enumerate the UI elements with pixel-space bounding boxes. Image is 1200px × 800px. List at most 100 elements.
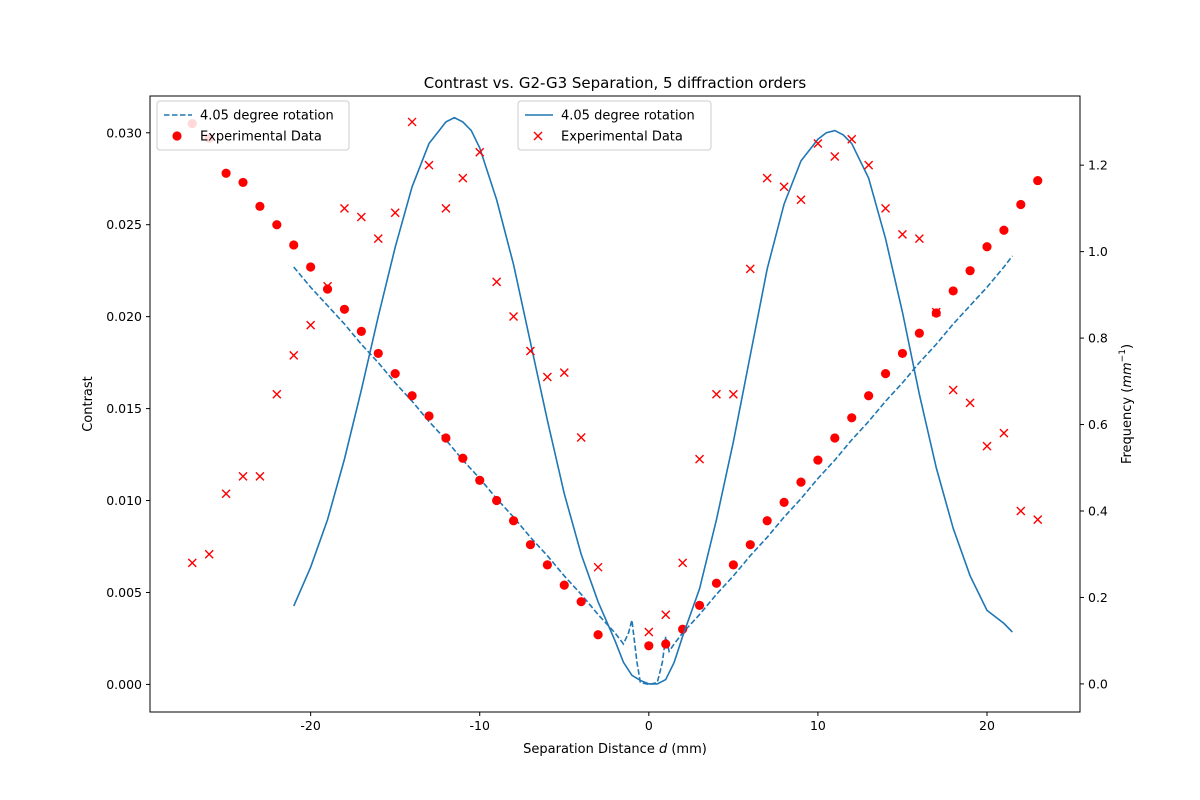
legend-entry-label: Experimental Data <box>561 130 683 145</box>
x-tick-label: -20 <box>300 718 320 733</box>
contrast-data-point <box>322 284 333 294</box>
y-left-tick-label: 0.010 <box>106 493 142 508</box>
contrast-data-point <box>576 597 586 607</box>
contrast-data-point <box>407 391 417 401</box>
contrast-data-point <box>390 369 400 379</box>
frequency-data-point <box>965 398 975 408</box>
plot-frame <box>149 95 1081 713</box>
frequency-data-point <box>661 610 671 620</box>
frequency-data-point <box>323 281 333 291</box>
contrast-data-point <box>221 168 231 178</box>
contrast-data-point <box>458 453 468 463</box>
contrast-data-point <box>644 641 654 651</box>
contrast-data-point <box>999 225 1009 235</box>
frequency-data-point <box>695 454 705 464</box>
frequency-data-point <box>678 558 688 568</box>
contrast-data-point <box>779 497 789 507</box>
contrast-data-point <box>847 413 857 423</box>
frequency-data-point <box>441 203 451 213</box>
legend-circle-marker <box>172 131 182 141</box>
contrast-data-point <box>559 580 569 590</box>
contrast-data-point <box>373 348 383 359</box>
frequency-data-point <box>931 307 941 317</box>
frequency-data-point <box>542 372 552 382</box>
chart-title: Contrast vs. G2-G3 Separation, 5 diffrac… <box>424 74 807 92</box>
contrast-data-point <box>948 286 958 296</box>
frequency-data-point <box>475 147 485 157</box>
x-tick-label: 0 <box>645 718 653 733</box>
frequency-data-point <box>864 160 874 170</box>
frequency-data-point <box>356 212 366 222</box>
legend-center: 4.05 degree rotation Experimental Data <box>517 100 712 151</box>
frequency-data-point <box>238 471 248 481</box>
y-right-tick-label: 1.2 <box>1088 158 1108 173</box>
frequency-data-point <box>187 558 197 568</box>
frequency-data-point <box>762 173 772 183</box>
frequency-data-point <box>255 471 265 481</box>
x-tick-label: -10 <box>470 718 490 733</box>
frequency-data-point <box>644 627 654 637</box>
contrast-data-point <box>525 540 536 550</box>
y-left-tick-label: 0.015 <box>106 401 142 416</box>
contrast-data-point <box>441 433 451 443</box>
x-axis: -20 -10 0 10 20 <box>300 712 995 733</box>
frequency-data-point <box>948 385 958 395</box>
y-left-tick-label: 0.000 <box>106 677 142 692</box>
y-axis-left-label: Contrast <box>81 376 96 432</box>
frequency-data-point <box>390 208 400 218</box>
frequency-data-point <box>881 203 891 213</box>
legend-entry-label: 4.05 degree rotation <box>200 109 334 124</box>
contrast-data-point <box>762 516 772 526</box>
frequency-data-point <box>779 182 789 192</box>
contrast-data-point <box>864 391 874 401</box>
plot-clip-group <box>187 116 1043 686</box>
contrast-data-point <box>542 560 552 570</box>
frequency-data-point <box>509 311 519 321</box>
y-right-tick-label: 0.2 <box>1088 590 1108 605</box>
frequency-data-point <box>914 234 924 244</box>
frequency-data-point <box>559 368 569 378</box>
contrast-data-point <box>830 433 840 443</box>
legend-box <box>517 100 712 151</box>
x-tick-label: 20 <box>979 718 995 733</box>
frequency-data-point <box>576 433 586 442</box>
y-left-tick-label: 0.020 <box>106 309 142 324</box>
frequency-data-point <box>813 139 823 149</box>
contrast-data-point <box>356 326 366 336</box>
contrast-data-point <box>965 266 975 276</box>
frequency-data-point <box>847 134 857 144</box>
frequency-data-point <box>204 549 214 559</box>
y-right-tick-label: 1.0 <box>1088 244 1108 259</box>
frequency-data-point <box>289 350 299 360</box>
y-axis-right-label: Frequency (mm−1) <box>1118 344 1135 464</box>
frequency-data-point <box>373 234 383 244</box>
legend-box <box>156 100 350 151</box>
frequency-data-point <box>796 195 806 205</box>
x-axis-label: Separation Distance d (mm) <box>523 742 707 757</box>
frequency-data-point <box>272 389 282 399</box>
y-left-tick-label: 0.005 <box>106 585 142 600</box>
contrast-data-point <box>745 540 755 550</box>
y-right-tick-label: 0.6 <box>1088 417 1108 432</box>
frequency-data-point <box>407 117 417 127</box>
frequency-line <box>292 116 1013 685</box>
contrast-data-point <box>339 304 350 314</box>
contrast-data-point <box>593 630 603 640</box>
y-left-tick-label: 0.025 <box>106 217 142 232</box>
contrast-data-point <box>813 455 823 465</box>
y-axis-right: 0.0 0.2 0.4 0.6 0.8 1.0 1.2 <box>1080 158 1108 691</box>
contrast-data-point <box>880 369 891 379</box>
contrast-data-point <box>1016 199 1026 210</box>
y-left-tick-label: 0.030 <box>106 125 142 140</box>
frequency-data-point <box>424 160 434 170</box>
frequency-data-point <box>339 203 349 213</box>
contrast-data-point <box>272 220 282 230</box>
legend-entry-label: Experimental Data <box>200 130 322 145</box>
contrast-data-point <box>475 475 485 485</box>
contrast-data-point <box>914 328 924 338</box>
contrast-data-point <box>289 240 299 250</box>
contrast-data-point <box>255 201 265 211</box>
frequency-data-point <box>982 441 992 451</box>
y-right-tick-label: 0.8 <box>1088 331 1108 346</box>
